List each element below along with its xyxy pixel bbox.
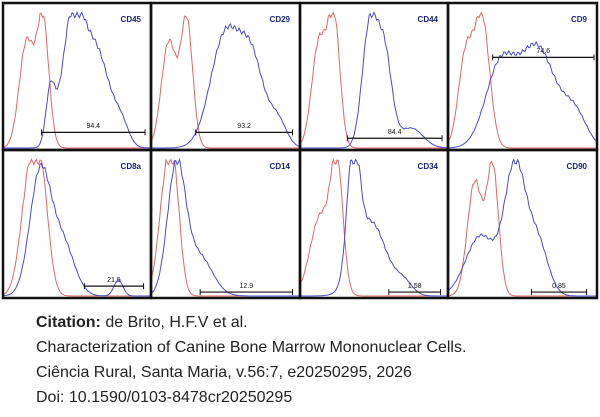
citation-authors: de Brito, H.F.V et al. [105, 314, 248, 331]
gate-percent: 94.4 [86, 123, 100, 130]
marker-histogram [3, 11, 151, 149]
control-histogram [150, 15, 300, 149]
panel-label: CD8a [121, 162, 142, 171]
gate-percent: 21.5 [107, 277, 121, 284]
panel-label: CD14 [270, 162, 291, 171]
gate-percent: 93.2 [237, 123, 251, 130]
marker-histogram [151, 23, 301, 149]
control-histogram [299, 11, 448, 149]
panel-label: CD45 [121, 15, 142, 24]
marker-histogram [300, 158, 448, 297]
panel-frame [149, 1, 302, 152]
panel-label: CD44 [418, 15, 439, 24]
control-histogram [299, 157, 448, 297]
citation-title: Characterization of Canine Bone Marrow M… [36, 339, 467, 356]
marker-histogram [448, 40, 598, 149]
control-histogram [2, 158, 151, 297]
control-histogram [447, 160, 597, 297]
panel-frame [446, 1, 599, 152]
marker-histogram [2, 162, 151, 297]
gate-percent: 0.85 [552, 283, 566, 290]
histogram-grid: CD45 94.4 CD29 93.2 CD44 84.4 CD9 74.6 CD8a 21.5 C… [1, 1, 599, 300]
control-histogram [2, 12, 151, 149]
panel-label: CD34 [418, 162, 439, 171]
panel-frame [298, 1, 450, 152]
gate-percent: 84.4 [388, 129, 402, 136]
panel-frame [1, 1, 153, 152]
marker-histogram [447, 158, 597, 297]
citation-doi: Doi: 10.1590/0103-8478cr20250295 [36, 389, 293, 406]
gate-percent: 74.6 [537, 48, 551, 55]
panel-label: CD29 [270, 15, 291, 24]
gate-percent: 1.58 [408, 283, 422, 290]
marker-histogram [150, 157, 300, 297]
panel-label: CD90 [567, 162, 588, 171]
control-histogram [150, 158, 300, 297]
panel-frame [1, 148, 153, 300]
panel-frame [446, 148, 599, 300]
citation-label: Citation: [36, 314, 101, 331]
citation-line: Citation: de Brito, H.F.V et al. [36, 314, 248, 332]
panel-label: CD9 [571, 15, 588, 24]
marker-histogram [300, 11, 448, 149]
gate-percent: 12.9 [240, 283, 254, 290]
panel-frame [298, 148, 450, 300]
control-histogram [447, 11, 597, 149]
citation-journal: Ciência Rural, Santa Maria, v.56:7, e202… [36, 364, 412, 381]
